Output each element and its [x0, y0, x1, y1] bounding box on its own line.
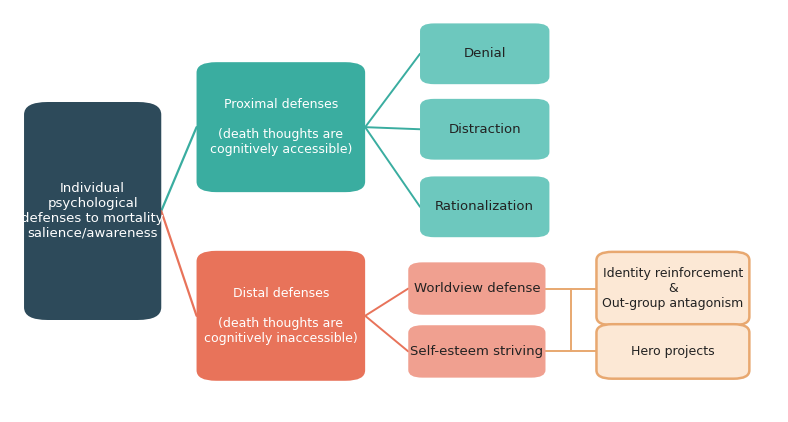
Text: Self-esteem striving: Self-esteem striving — [411, 345, 544, 358]
FancyBboxPatch shape — [597, 252, 749, 325]
FancyBboxPatch shape — [408, 325, 545, 378]
Text: Worldview defense: Worldview defense — [414, 282, 541, 295]
Text: Denial: Denial — [463, 47, 506, 60]
Text: Distal defenses

(death thoughts are
cognitively inaccessible): Distal defenses (death thoughts are cogn… — [204, 287, 358, 345]
Text: Identity reinforcement
&
Out-group antagonism: Identity reinforcement & Out-group antag… — [602, 267, 744, 310]
Text: Proximal defenses

(death thoughts are
cognitively accessible): Proximal defenses (death thoughts are co… — [210, 98, 352, 156]
FancyBboxPatch shape — [24, 102, 162, 320]
FancyBboxPatch shape — [420, 176, 549, 237]
FancyBboxPatch shape — [408, 262, 545, 315]
FancyBboxPatch shape — [420, 99, 549, 160]
Text: Hero projects: Hero projects — [631, 345, 715, 358]
Text: Rationalization: Rationalization — [435, 200, 534, 213]
Text: Individual
psychological
defenses to mortality
salience/awareness: Individual psychological defenses to mor… — [21, 182, 164, 240]
FancyBboxPatch shape — [196, 62, 365, 192]
FancyBboxPatch shape — [196, 251, 365, 381]
Text: Distraction: Distraction — [448, 123, 521, 136]
FancyBboxPatch shape — [420, 23, 549, 84]
FancyBboxPatch shape — [597, 324, 749, 379]
